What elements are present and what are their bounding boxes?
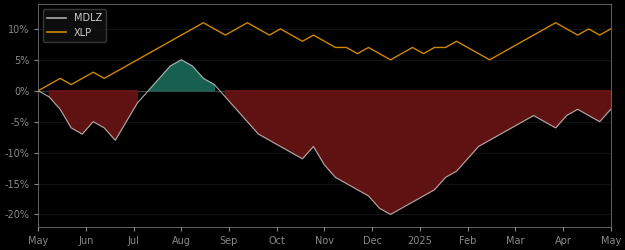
Legend: MDLZ, XLP: MDLZ, XLP — [43, 9, 106, 42]
